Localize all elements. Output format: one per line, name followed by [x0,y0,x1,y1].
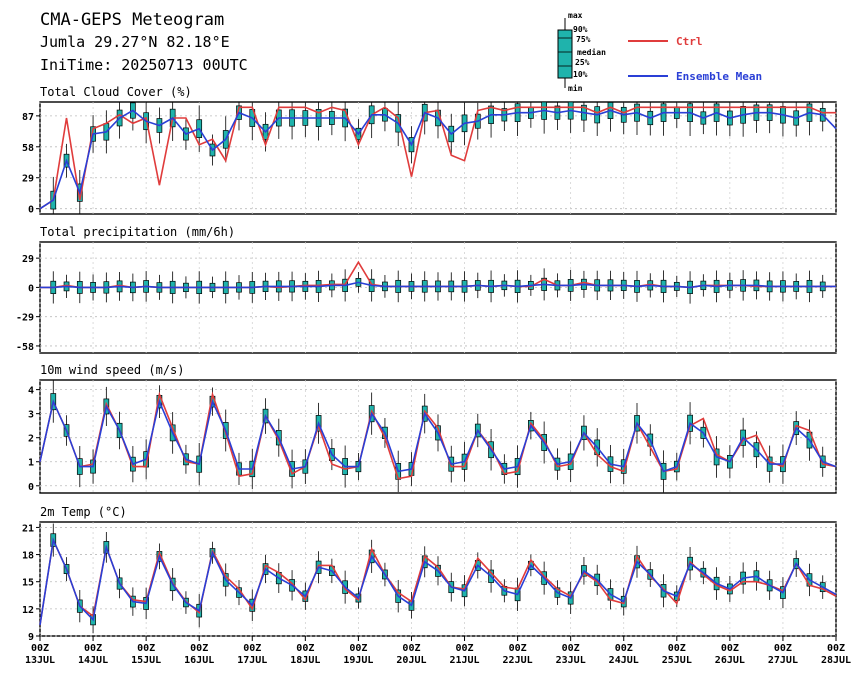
y-tick-label: 29 [22,174,34,185]
y-tick-label: 87 [22,112,34,123]
mean-line [40,281,836,289]
y-tick-label: 21 [22,523,34,534]
x-tick-date: 23JUL [556,655,586,666]
x-tick-time: 00Z [668,643,686,654]
x-tick-date: 28JUL [821,655,851,666]
legend-ctrl-label: Ctrl [676,35,703,48]
x-tick-date: 27JUL [768,655,798,666]
x-tick-time: 00Z [349,643,367,654]
x-tick-time: 00Z [827,643,845,654]
y-tick-label: 3 [28,410,34,421]
x-tick-time: 00Z [615,643,633,654]
x-tick-time: 00Z [562,643,580,654]
legend-box-label: 10% [573,70,588,79]
mean-line [39,537,837,626]
y-tick-label: 9 [28,632,34,643]
x-tick-date: 17JUL [237,655,267,666]
y-tick-label: -29 [16,313,34,324]
mean-line [39,109,837,210]
x-tick-date: 20JUL [396,655,426,666]
x-tick-time: 00Z [296,643,314,654]
x-tick-date: 18JUL [290,655,320,666]
x-tick-date: 22JUL [503,655,533,666]
x-tick-date: 21JUL [449,655,479,666]
x-tick-time: 00Z [509,643,527,654]
y-tick-label: 29 [22,254,34,265]
x-tick-date: 19JUL [343,655,373,666]
y-tick-label: 58 [22,143,34,154]
x-tick-time: 00Z [243,643,261,654]
x-tick-time: 00Z [137,643,155,654]
legend-box-label: min [568,83,583,93]
x-tick-date: 14JUL [78,655,108,666]
legend-mean-label: Ensemble Mean [676,70,762,83]
panel-title: Total precipitation (mm/6h) [40,225,235,239]
legend-box [557,29,573,79]
x-axis: 00Z13JUL00Z14JUL00Z15JUL00Z16JUL00Z17JUL… [25,636,851,666]
panel-title: 2m Temp (°C) [40,505,127,519]
panel-2: 10m wind speed (m/s) 0 1 2 3 4 [28,363,837,494]
x-tick-date: 15JUL [131,655,161,666]
legend-box-label: 75% [576,35,591,44]
panel-1: Total precipitation (mm/6h) -58 -29 0 29 [16,225,837,354]
y-tick-label: 0 [28,283,34,294]
y-tick-label: 1 [28,458,34,469]
legend-box-label: max [568,11,583,20]
x-tick-date: 24JUL [609,655,639,666]
ctrl-line [39,391,837,480]
panel-3: 2m Temp (°C) 9 12 15 18 21 [22,505,837,643]
x-tick-time: 00Z [456,643,474,654]
y-tick-label: 12 [22,605,34,616]
y-tick-label: 0 [28,482,34,493]
panel-title: Total Cloud Cover (%) [40,85,192,99]
x-tick-time: 00Z [721,643,739,654]
init-time-label: IniTime: 20250713 00UTC [40,56,248,74]
y-tick-label: -58 [16,342,34,353]
panel-0: Total Cloud Cover (%) 0 29 58 87 [22,85,837,216]
x-tick-date: 16JUL [184,655,214,666]
x-tick-date: 25JUL [662,655,692,666]
x-tick-date: 26JUL [715,655,745,666]
panel-title: 10m wind speed (m/s) [40,363,185,377]
y-tick-label: 18 [22,551,34,562]
chart-title: CMA-GEPS Meteogram [40,10,224,30]
location-label: Jumla 29.27°N 82.18°E [40,33,230,51]
y-tick-label: 2 [28,434,34,445]
x-tick-time: 00Z [31,643,49,654]
x-tick-date: 13JUL [25,655,55,666]
legend-box-label: median [577,47,606,57]
mean-line [39,399,837,473]
x-tick-time: 00Z [190,643,208,654]
legend-box-label: 25% [575,58,590,67]
y-tick-label: 15 [22,578,34,589]
x-tick-time: 00Z [84,643,102,654]
y-tick-label: 4 [28,386,34,397]
legend-box-label: 90% [573,25,588,34]
y-tick-label: 0 [28,205,34,216]
x-tick-time: 00Z [402,643,420,654]
x-tick-time: 00Z [774,643,792,654]
